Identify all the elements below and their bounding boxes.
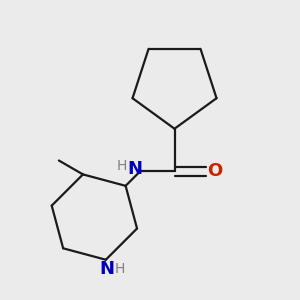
Text: O: O	[207, 162, 222, 180]
Text: N: N	[100, 260, 115, 278]
Text: N: N	[128, 160, 143, 178]
Text: H: H	[114, 262, 125, 276]
Text: H: H	[117, 159, 128, 173]
